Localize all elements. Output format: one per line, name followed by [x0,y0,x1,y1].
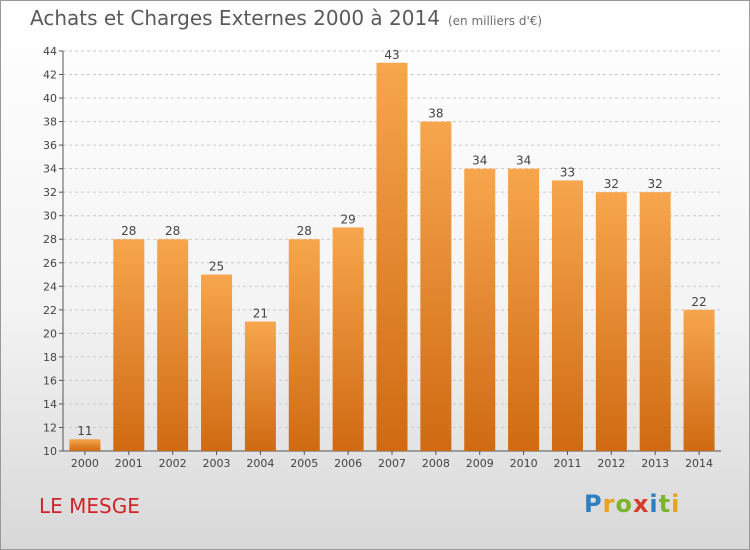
x-tick-label: 2012 [597,457,625,470]
bar [639,192,671,452]
x-tick-label: 2007 [378,457,406,470]
bar-value-label: 34 [472,154,487,168]
y-tick-label: 28 [43,233,57,246]
y-tick-label: 34 [43,163,57,176]
x-tick-label: 2005 [290,457,318,470]
proxiti-logo[interactable]: Proxiti [584,490,680,518]
bar [244,321,276,451]
bar-value-label: 38 [428,107,443,121]
bar [201,274,233,451]
y-tick-label: 42 [43,69,57,82]
bar-value-label: 11 [77,424,92,438]
bar-value-label: 28 [297,224,312,238]
logo-letter: t [658,490,672,518]
bar-value-label: 33 [560,165,575,179]
x-tick-label: 2006 [334,457,362,470]
y-tick-label: 12 [43,421,57,434]
x-tick-label: 2013 [641,457,669,470]
x-tick-label: 2008 [422,457,450,470]
bar [551,180,583,452]
chart-title: Achats et Charges Externes 2000 à 2014 (e… [30,6,542,30]
commune-name: LE MESGE [39,494,140,518]
y-tick-label: 32 [43,186,57,199]
y-tick-label: 30 [43,210,57,223]
logo-letter: i [671,490,681,518]
chart-title-text: Achats et Charges Externes 2000 à 2014 [30,6,440,30]
y-tick-label: 22 [43,304,57,317]
bar-value-label: 25 [209,260,224,274]
x-tick-label: 2010 [510,457,538,470]
x-tick-label: 2002 [159,457,187,470]
logo-letter: i [649,490,659,518]
bar-value-label: 28 [165,224,180,238]
y-tick-label: 38 [43,116,57,129]
bar [332,227,364,451]
bar-value-label: 28 [121,224,136,238]
y-tick-label: 10 [43,445,57,458]
y-tick-label: 40 [43,92,57,105]
bars [69,62,715,452]
y-tick-label: 26 [43,257,57,270]
y-tick-label: 44 [43,45,57,58]
bar-value-label: 43 [384,48,399,62]
y-tick-label: 18 [43,351,57,364]
bar [595,192,627,452]
logo-letter: x [632,490,650,518]
x-tick-label: 2014 [685,457,713,470]
bar [157,239,189,451]
logo-letter: P [584,490,603,518]
bar-value-label: 32 [604,177,619,191]
x-tick-label: 2001 [115,457,143,470]
bar [69,439,101,451]
x-tick-label: 2009 [466,457,494,470]
bar [113,239,145,451]
y-tick-label: 24 [43,280,57,293]
x-tick-label: 2000 [71,457,99,470]
bar-value-label: 22 [691,295,706,309]
bar-value-label: 29 [340,212,355,226]
bar-value-label: 34 [516,154,531,168]
bar [288,239,320,451]
bar [683,309,715,451]
logo-letter: o [615,490,633,518]
bar [508,168,540,451]
y-tick-label: 36 [43,139,57,152]
logo-letter: r [602,490,616,518]
bar [420,121,452,452]
chart-subtitle: (en milliers d'€) [447,14,543,28]
bar [464,168,496,451]
y-tick-label: 14 [43,398,57,411]
y-tick-label: 20 [43,327,57,340]
labels: 10 12 14 16 18 20 22 24 26 28 30 32 34 36 38 40 42 44 11 20… [43,45,713,470]
bar-value-label: 32 [648,177,663,191]
x-tick-label: 2011 [553,457,581,470]
bar [376,62,408,451]
x-tick-label: 2003 [203,457,231,470]
x-tick-label: 2004 [246,457,274,470]
y-tick-label: 16 [43,374,57,387]
bar-value-label: 21 [253,307,268,321]
